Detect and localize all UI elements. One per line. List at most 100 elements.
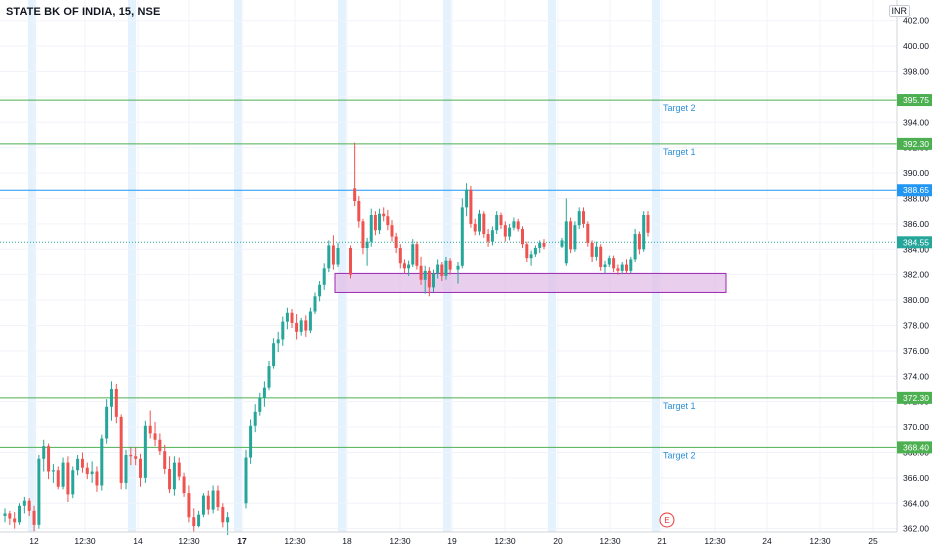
candle-body: [490, 230, 494, 242]
candle-body: [66, 462, 70, 495]
candle-body: [594, 246, 598, 257]
candle-body: [253, 411, 257, 426]
candle-body: [322, 268, 326, 285]
price-tick-label: 380.00: [903, 295, 929, 305]
candle-body: [569, 221, 573, 250]
last-price-badge-label: 384.55: [903, 237, 929, 247]
candle-body: [512, 221, 516, 228]
price-badge: [897, 441, 932, 454]
price-tick-label: 378.00: [903, 320, 929, 330]
time-tick-label: 12:30: [389, 536, 411, 546]
candle-body: [586, 223, 590, 243]
target-label: Target 1: [663, 401, 696, 411]
target-label: Target 2: [663, 103, 696, 113]
candle-body: [61, 462, 65, 487]
candle-body: [373, 214, 377, 231]
target-label: Target 1: [663, 147, 696, 157]
candle-body: [573, 225, 577, 250]
time-tick-label: 25: [868, 536, 878, 546]
candle-body: [331, 245, 335, 265]
chart-title: STATE BK OF INDIA, 15, NSE: [6, 6, 161, 18]
candle-body: [402, 263, 406, 269]
candle-body: [249, 425, 253, 458]
candle-body: [482, 213, 486, 235]
candle-body: [153, 433, 157, 440]
session-band: [128, 0, 136, 532]
candle-body: [637, 234, 641, 250]
candle-body: [378, 213, 382, 231]
candle-body: [244, 457, 248, 504]
candle-body: [318, 284, 322, 297]
candle-body: [508, 227, 512, 237]
grid-lines: [0, 0, 897, 532]
candle-body: [386, 216, 390, 226]
candle-body: [281, 321, 285, 340]
candle-body: [525, 244, 529, 259]
candle-body: [37, 458, 41, 525]
candle-body: [560, 240, 564, 247]
time-tick-label: 12:30: [284, 536, 306, 546]
candle-body: [633, 234, 637, 260]
target-label: Target 2: [663, 450, 696, 460]
earnings-marker-group: E: [659, 512, 675, 528]
candle-body: [95, 471, 99, 486]
candle-body: [436, 264, 440, 274]
support-zone-rectangle[interactable]: [334, 272, 727, 293]
candle-body: [419, 265, 423, 280]
candle-body: [168, 468, 172, 490]
price-badge: [897, 184, 932, 197]
candle-body: [486, 234, 490, 242]
price-tick-label: 362.00: [903, 524, 929, 534]
candle-body: [187, 493, 191, 518]
candle-body: [415, 244, 419, 266]
candle-body: [365, 241, 369, 249]
candle-body: [22, 500, 26, 506]
candle-body: [158, 439, 162, 452]
candle-body: [353, 188, 357, 202]
currency-label[interactable]: INR: [888, 5, 910, 17]
candle-body: [469, 189, 473, 224]
candle-body: [32, 510, 36, 525]
candle-body: [390, 225, 394, 237]
candle-body: [599, 246, 603, 268]
session-band: [652, 0, 660, 532]
candle-body: [478, 213, 481, 232]
price-badge-label: 392.30: [903, 139, 929, 149]
candle-body: [590, 242, 594, 257]
candle-body: [448, 260, 452, 270]
candle-body: [114, 388, 118, 417]
candle-body: [542, 242, 546, 247]
candle-body: [211, 490, 215, 510]
candle-body: [267, 366, 271, 388]
time-tick-label: 12:30: [809, 536, 831, 546]
time-tick-label: 18: [342, 536, 352, 546]
candle-body: [80, 458, 84, 468]
candle-body: [308, 311, 312, 331]
candle-body: [109, 388, 113, 407]
time-tick-label: 12: [29, 536, 39, 546]
candle-body: [336, 248, 340, 265]
candle-body: [582, 211, 585, 224]
price-tick-label: 394.00: [903, 117, 929, 127]
candle-body: [327, 245, 331, 269]
candles: [3, 142, 650, 535]
candle-body: [423, 270, 427, 280]
candle-body: [100, 438, 104, 486]
support-zone-layer: [334, 272, 727, 293]
candle-body: [51, 470, 55, 472]
candle-body: [369, 214, 373, 242]
earnings-marker-icon[interactable]: [659, 512, 675, 528]
candle-body: [192, 517, 196, 527]
price-tick-label: 402.00: [903, 16, 929, 26]
candle-body: [603, 264, 607, 268]
price-tick-label: 370.00: [903, 422, 929, 432]
candle-body: [295, 322, 299, 332]
price-badge-label: 368.40: [903, 442, 929, 452]
candle-body: [8, 513, 12, 519]
candle-body: [529, 254, 533, 259]
price-axis[interactable]: 362.00364.00366.00368.00370.00372.00374.…: [896, 0, 932, 534]
candle-body: [206, 495, 210, 510]
time-axis[interactable]: 12 12:30 14 12:30 17 12:30 18 12:30 19 12:30 20 12:…: [0, 531, 897, 546]
price-tick-label: 386.00: [903, 219, 929, 229]
